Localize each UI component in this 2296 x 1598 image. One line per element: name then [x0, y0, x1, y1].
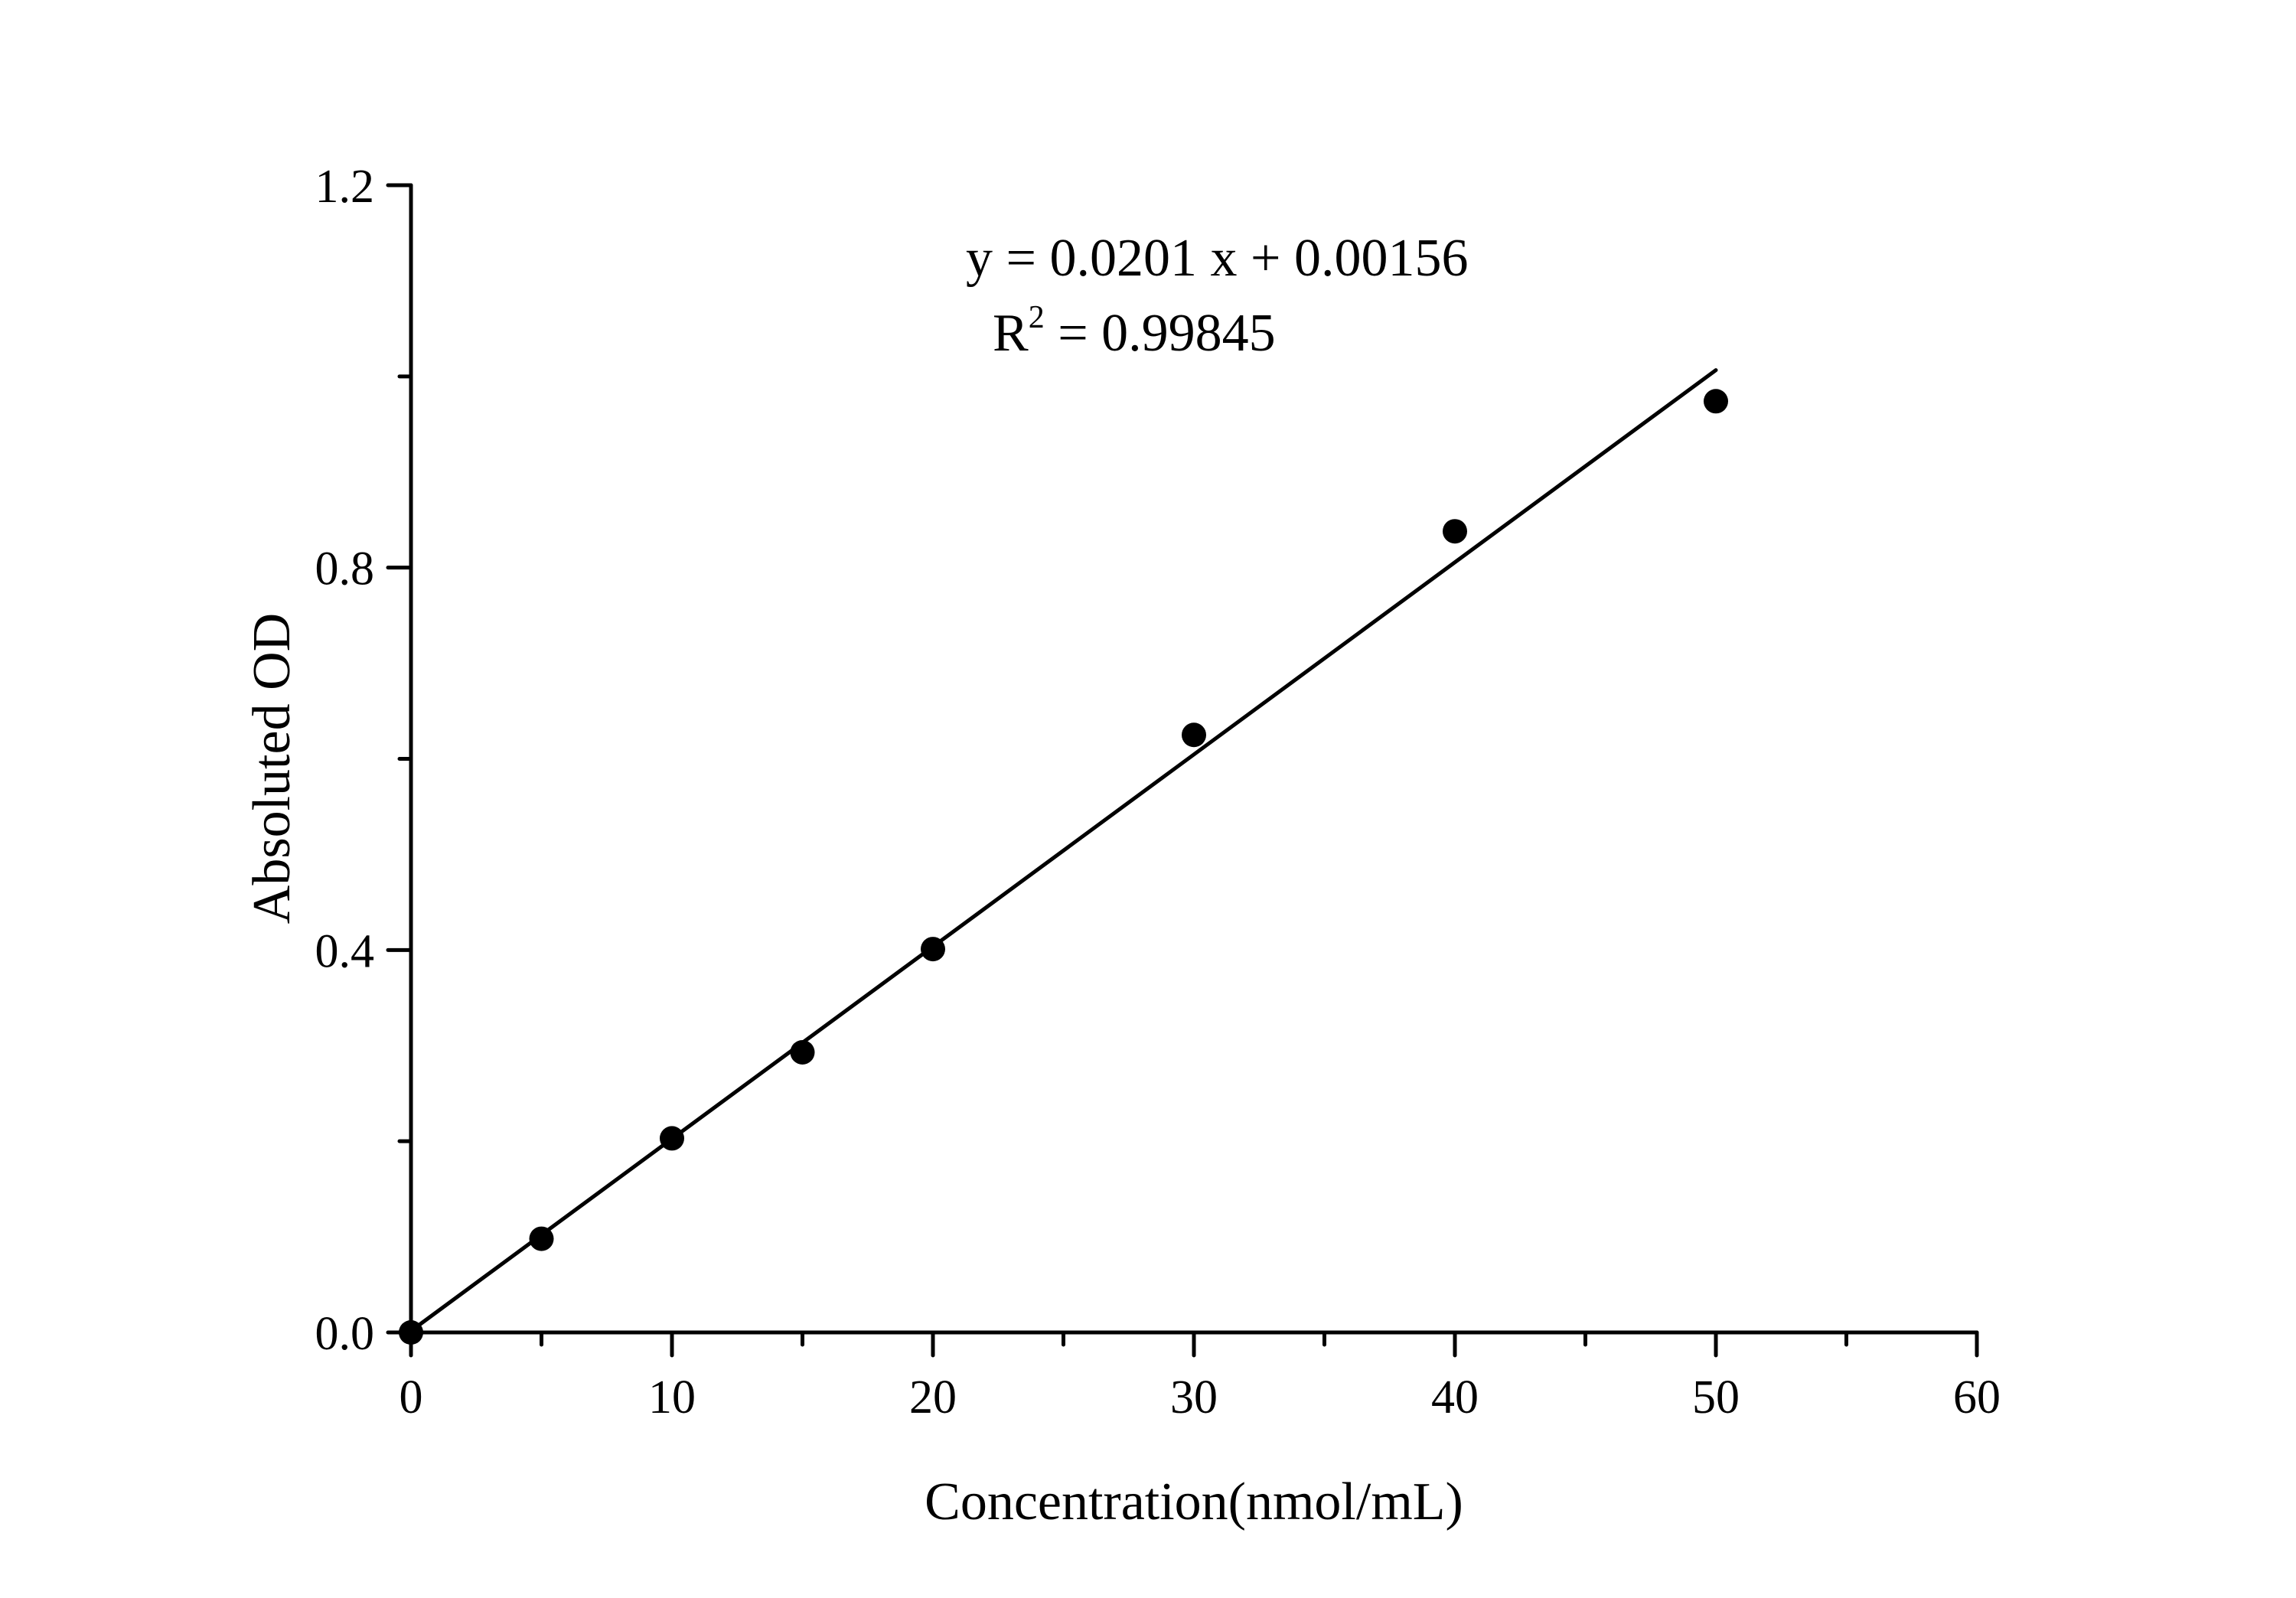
- x-tick-label: 0: [400, 1371, 423, 1424]
- y-tick-label: 0.4: [315, 925, 375, 977]
- r-squared-annotation: R2 = 0.99845: [993, 300, 1276, 363]
- r2-value: = 0.99845: [1045, 304, 1276, 363]
- fit-line: [409, 368, 1718, 1333]
- y-tick-label: 0.8: [315, 543, 375, 595]
- y-axis-title: Absoluted OD: [243, 613, 302, 924]
- x-tick-label: 60: [1953, 1371, 2001, 1424]
- data-point: [921, 937, 945, 962]
- y-tick-label: 1.2: [315, 161, 375, 213]
- y-tick-label: 0.0: [315, 1308, 375, 1360]
- data-point: [1443, 519, 1467, 544]
- data-point: [790, 1039, 815, 1065]
- r2-superscript: 2: [1029, 300, 1045, 335]
- x-axis-title: Concentration(nmol/mL): [925, 1472, 1463, 1531]
- data-point: [660, 1126, 684, 1151]
- x-tick-label: 10: [648, 1371, 696, 1424]
- data-point: [1704, 389, 1728, 414]
- x-tick-label: 20: [909, 1371, 957, 1424]
- data-point: [529, 1226, 554, 1251]
- x-tick-label: 50: [1692, 1371, 1740, 1424]
- regression-equation: y = 0.0201 x + 0.00156: [966, 229, 1468, 288]
- plot-area: 0 10 20 30 40 50 60 0.0 0.4 0.8 1.2: [315, 161, 2001, 1424]
- x-tick-label: 40: [1431, 1371, 1479, 1424]
- x-tick-label: 30: [1170, 1371, 1218, 1424]
- r2-label: R: [993, 304, 1029, 363]
- data-point: [1182, 722, 1206, 748]
